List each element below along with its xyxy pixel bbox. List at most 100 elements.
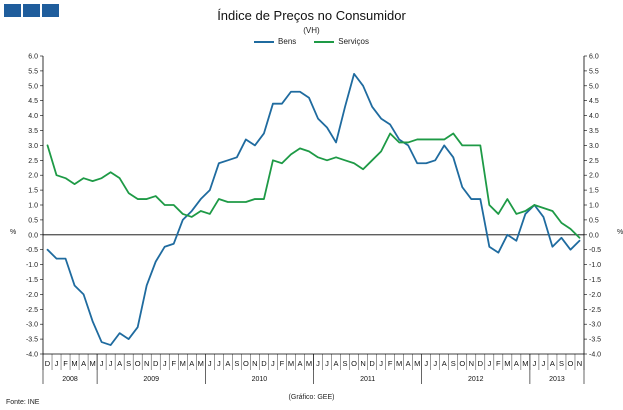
legend-line-bens (254, 40, 275, 43)
month-tick-label: J (487, 359, 491, 368)
y-tick-label-right: 3.0 (589, 143, 599, 150)
y-tick-label-left: 4.5 (28, 98, 38, 105)
month-tick-label: F (280, 359, 285, 368)
y-tick-label-left: 3.5 (28, 128, 38, 135)
logo-square-2 (23, 4, 40, 17)
month-tick-label: J (163, 359, 167, 368)
y-tick-label-right: 4.0 (589, 113, 599, 120)
month-tick-label: J (533, 359, 537, 368)
month-tick-label: D (45, 359, 51, 368)
y-tick-label-left: 2.5 (28, 158, 38, 165)
y-tick-label-right: 4.5 (589, 98, 599, 105)
y-tick-label-right: -3.5 (589, 337, 601, 344)
y-tick-label-right: 6.0 (589, 54, 599, 61)
year-tick-label: 2012 (468, 376, 484, 383)
month-tick-label: N (577, 359, 582, 368)
month-tick-label: J (542, 359, 546, 368)
y-tick-label-left: -1.0 (26, 262, 38, 269)
month-tick-label: D (369, 359, 375, 368)
y-tick-label-left: 5.0 (28, 83, 38, 90)
legend-item-servicos: Serviços (314, 37, 369, 46)
month-tick-label: J (100, 359, 104, 368)
month-tick-label: S (234, 359, 239, 368)
y-tick-label-left: 1.5 (28, 188, 38, 195)
month-tick-label: J (217, 359, 221, 368)
month-tick-label: A (81, 359, 86, 368)
y-tick-label-right: -1.5 (589, 277, 601, 284)
month-tick-label: O (459, 359, 465, 368)
month-tick-label: M (504, 359, 510, 368)
series-line-servicos (46, 132, 581, 239)
three-blue-squares-logo (4, 4, 59, 17)
y-tick-label-left: 2.0 (28, 173, 38, 180)
month-tick-label: F (171, 359, 176, 368)
legend-label-servicos: Serviços (338, 37, 369, 46)
y-tick-label-right: 2.0 (589, 173, 599, 180)
month-tick-label: N (252, 359, 257, 368)
month-tick-label: J (109, 359, 113, 368)
y-tick-label-right: -4.0 (589, 352, 601, 359)
month-tick-label: J (208, 359, 212, 368)
y-tick-label-left: 3.0 (28, 143, 38, 150)
legend-label-bens: Bens (278, 37, 297, 46)
y-tick-label-right: 5.5 (589, 68, 599, 75)
chart-legend: Bens Serviços (0, 37, 623, 46)
y-tick-label-left: 0.0 (28, 232, 38, 239)
year-tick-label: 2009 (143, 376, 159, 383)
month-tick-label: O (135, 359, 141, 368)
month-tick-label: N (144, 359, 149, 368)
month-tick-label: D (478, 359, 484, 368)
month-tick-label: S (559, 359, 564, 368)
month-tick-label: N (360, 359, 365, 368)
month-tick-label: F (63, 359, 68, 368)
y-axis-unit-left: % (10, 229, 16, 236)
y-tick-label-right: 5.0 (589, 83, 599, 90)
legend-item-bens: Bens (254, 37, 296, 46)
month-tick-label: A (189, 359, 194, 368)
month-tick-label: J (325, 359, 329, 368)
month-tick-label: M (288, 359, 294, 368)
month-tick-label: D (153, 359, 159, 368)
month-tick-label: D (261, 359, 267, 368)
y-tick-label-left: -2.5 (26, 307, 38, 314)
month-tick-label: N (469, 359, 474, 368)
month-tick-label: J (433, 359, 437, 368)
month-tick-label: S (126, 359, 131, 368)
series-line-bens (46, 72, 581, 346)
month-tick-label: A (297, 359, 302, 368)
y-tick-label-right: 1.0 (589, 203, 599, 210)
month-tick-label: O (568, 359, 574, 368)
month-tick-label: J (379, 359, 383, 368)
month-tick-label: A (406, 359, 411, 368)
month-tick-label: M (522, 359, 528, 368)
month-tick-label: A (442, 359, 447, 368)
y-tick-label-left: -2.0 (26, 292, 38, 299)
month-tick-label: A (514, 359, 519, 368)
month-tick-label: M (89, 359, 95, 368)
y-tick-label-right: -3.0 (589, 322, 601, 329)
month-tick-label: A (334, 359, 339, 368)
month-tick-label: A (225, 359, 230, 368)
year-tick-label: 2010 (252, 376, 268, 383)
y-tick-label-left: 4.0 (28, 113, 38, 120)
y-tick-label-right: -1.0 (589, 262, 601, 269)
month-tick-label: O (351, 359, 357, 368)
y-tick-label-right: 1.5 (589, 188, 599, 195)
month-tick-label: F (496, 359, 501, 368)
y-tick-label-left: -4.0 (26, 352, 38, 359)
month-tick-label: O (243, 359, 249, 368)
month-tick-label: M (306, 359, 312, 368)
source-note: Fonte: INE (6, 399, 40, 406)
y-tick-label-right: -0.5 (589, 247, 601, 254)
year-tick-label: 2013 (549, 376, 565, 383)
month-tick-label: S (343, 359, 348, 368)
y-tick-label-right: 0.0 (589, 232, 599, 239)
month-tick-label: J (316, 359, 320, 368)
y-tick-label-left: 0.5 (28, 217, 38, 224)
y-tick-label-right: 3.5 (589, 128, 599, 135)
month-tick-label: J (424, 359, 428, 368)
month-tick-label: M (180, 359, 186, 368)
month-tick-label: M (396, 359, 402, 368)
month-tick-label: J (55, 359, 59, 368)
